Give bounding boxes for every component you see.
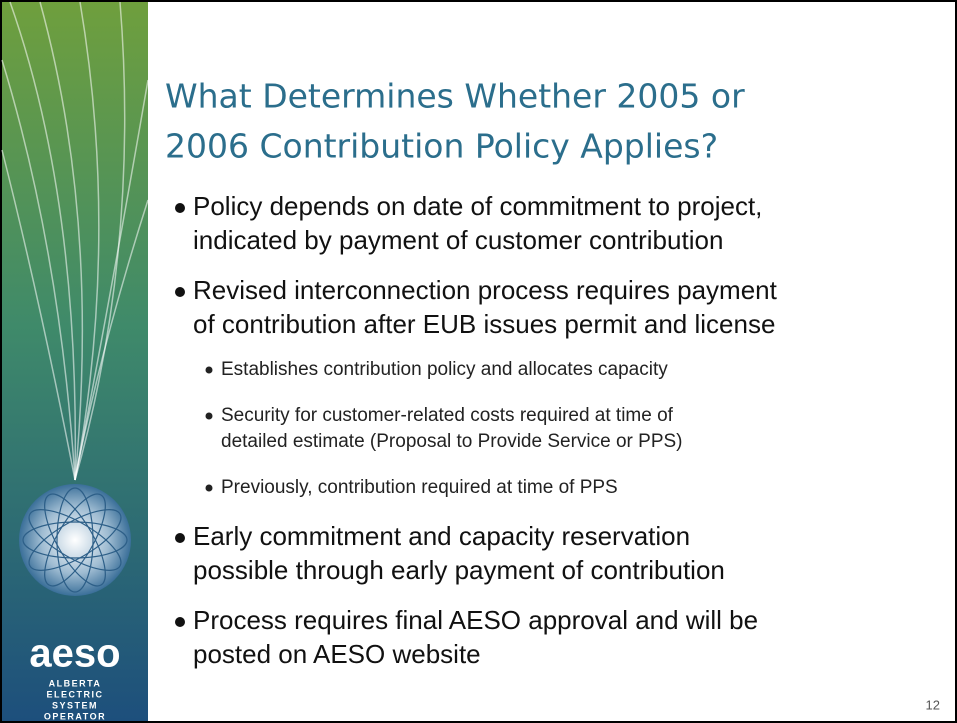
slide-title: 2006 Contribution Policy Applies? [165,127,718,166]
bullet-dot [175,203,185,213]
logo-line: OPERATOR [44,711,106,721]
logo-orb [19,484,131,596]
sub-bullet-text: Previously, contribution required at tim… [221,477,618,498]
slide-title: What Determines Whether 2005 or [165,77,745,116]
bullet-text: indicated by payment of customer contrib… [193,225,723,255]
sub-bullet-dot [205,366,213,374]
logo-line: ELECTRIC [47,689,104,699]
logo-line: ALBERTA [49,678,102,688]
sub-bullet-text: Establishes contribution policy and allo… [221,359,668,380]
sidebar [2,2,148,721]
bullet-dot [175,533,185,543]
bullet-text: Policy depends on date of commitment to … [193,191,762,221]
sidebar-curves [1,1,149,481]
bullet-text: Process requires final AESO approval and… [193,605,758,635]
sub-bullet-dot [205,412,213,420]
bullet-text: Revised interconnection process requires… [193,275,778,305]
sub-bullet-text: detailed estimate (Proposal to Provide S… [221,431,683,452]
bullet-text: of contribution after EUB issues permit … [193,309,775,339]
bullet-text: posted on AESO website [193,639,481,669]
bullet-dot [175,617,185,627]
logo-word: aeso [29,632,120,676]
page-number: 12 [926,697,940,712]
sub-bullet-dot [205,484,213,492]
logo-line: SYSTEM [52,700,98,710]
bullet-dot [175,287,185,297]
sub-bullet-text: Security for customer-related costs requ… [221,405,674,426]
bullet-text: possible through early payment of contri… [193,555,725,585]
bullet-text: Early commitment and capacity reservatio… [193,521,690,551]
